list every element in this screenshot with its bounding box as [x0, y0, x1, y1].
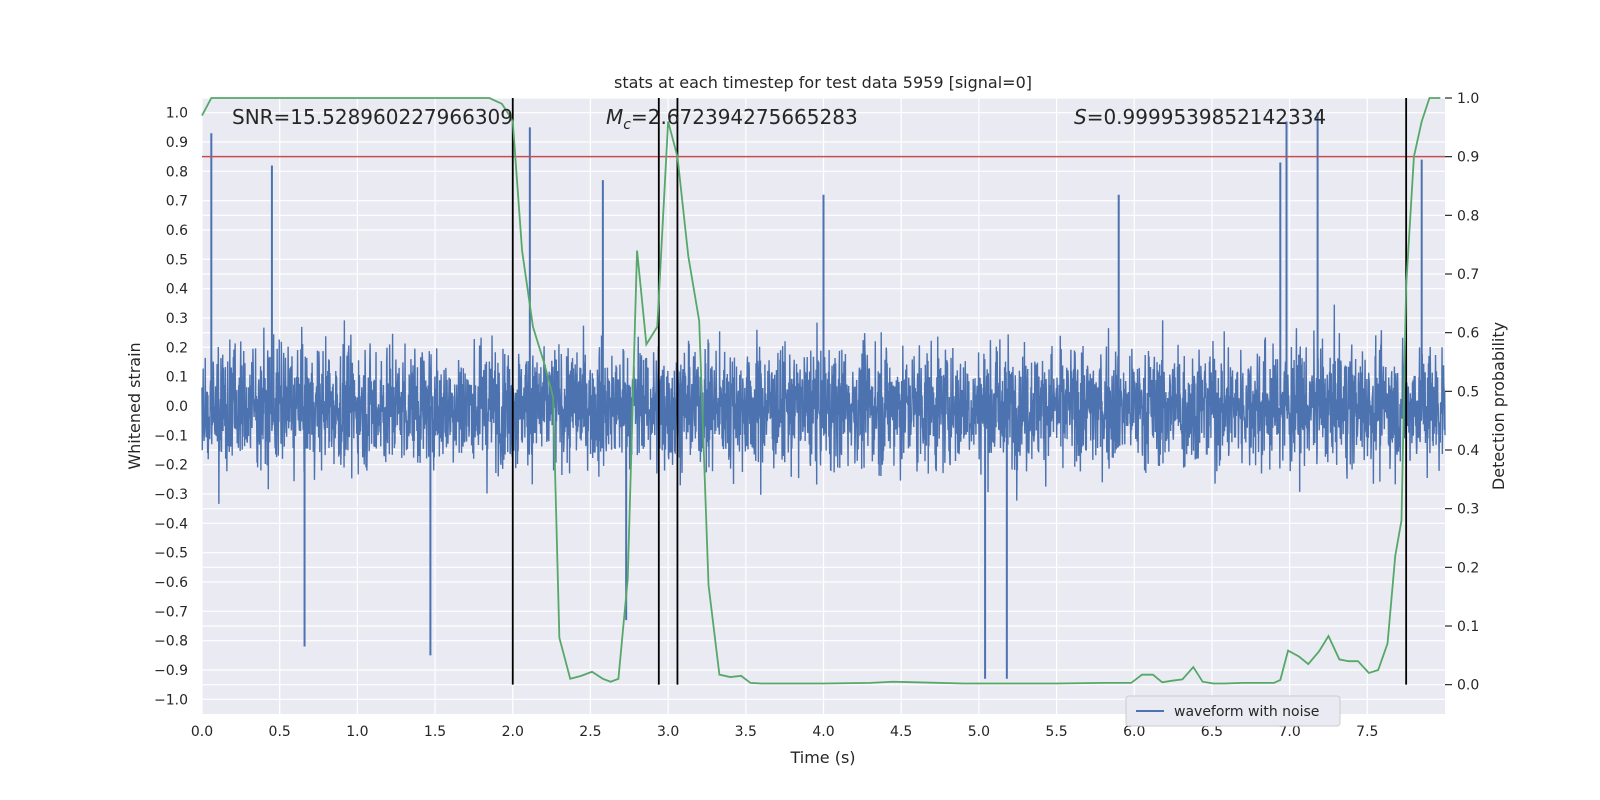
legend: waveform with noise — [1125, 695, 1341, 727]
x-tick-label: 3.0 — [657, 724, 679, 740]
chirp-mass-symbol: M — [606, 105, 623, 129]
y2-axis-ticks: 1.0 0.9 0.8 0.7 0.6 0.5 0.4 0.3 0.2 0.1 0.0 — [1445, 91, 1479, 694]
y2-tick-label: 0.4 — [1457, 443, 1479, 459]
y2-tick-label: 0.0 — [1457, 678, 1479, 694]
x-tick-label: 3.5 — [735, 724, 757, 740]
y-axis-label: Whitened strain — [125, 342, 144, 469]
y-tick-label: 0.4 — [166, 282, 188, 298]
significance-value: =0.9999539852142334 — [1087, 105, 1326, 129]
y2-tick-label: 0.3 — [1457, 502, 1479, 518]
x-tick-label: 7.0 — [1278, 724, 1300, 740]
x-axis-ticks: 0.0 0.5 1.0 1.5 2.0 2.5 3.0 3.5 4.0 4.5 5.0 5.5 6.0 6… — [191, 724, 1379, 740]
y-tick-label: −0.8 — [154, 634, 188, 650]
y2-tick-label: 0.6 — [1457, 326, 1479, 342]
waveform-series — [201, 112, 1446, 679]
y-axis-ticks: 1.0 0.9 0.8 0.7 0.6 0.5 0.4 0.3 0.2 0.1 0.0 −0.1 −0.… — [154, 106, 188, 709]
y-tick-label: 0.9 — [166, 135, 188, 151]
y-tick-label: 0.8 — [166, 164, 188, 180]
y-tick-label: −0.5 — [154, 546, 188, 562]
y-tick-label: −0.7 — [154, 604, 188, 620]
x-tick-label: 7.5 — [1356, 724, 1378, 740]
chirp-mass-value: =2.672394275665283 — [631, 105, 858, 129]
x-tick-label: 0.0 — [191, 724, 213, 740]
y2-tick-label: 0.8 — [1457, 208, 1479, 224]
chirp-mass-subscript: c — [623, 117, 631, 133]
y2-tick-label: 0.2 — [1457, 560, 1479, 576]
x-tick-label: 6.0 — [1123, 724, 1145, 740]
significance-annotation: S=0.9999539852142334 — [1074, 105, 1326, 129]
y-tick-label: 0.0 — [166, 399, 188, 415]
chirp-mass-annotation: Mc=2.672394275665283 — [606, 105, 858, 133]
x-tick-label: 5.0 — [968, 724, 990, 740]
y-tick-label: 0.5 — [166, 252, 188, 268]
x-tick-label: 1.0 — [346, 724, 368, 740]
reference-lines — [202, 98, 1445, 685]
y-tick-label: −0.9 — [154, 663, 188, 679]
y-tick-label: −0.6 — [154, 575, 188, 591]
x-tick-label: 4.0 — [812, 724, 834, 740]
x-axis-label: Time (s) — [789, 748, 855, 767]
y-tick-label: −0.2 — [154, 458, 188, 474]
y2-tick-label: 0.7 — [1457, 267, 1479, 283]
x-tick-label: 2.5 — [579, 724, 601, 740]
y2-tick-label: 0.9 — [1457, 150, 1479, 166]
y-tick-label: 0.2 — [166, 340, 188, 356]
x-tick-label: 5.5 — [1045, 724, 1067, 740]
x-tick-label: 2.0 — [502, 724, 524, 740]
y-tick-label: −0.1 — [154, 428, 188, 444]
y-tick-label: 1.0 — [166, 106, 188, 122]
chart-title: stats at each timestep for test data 595… — [614, 73, 1032, 92]
x-tick-label: 0.5 — [269, 724, 291, 740]
y-tick-label: 0.6 — [166, 223, 188, 239]
legend-label-waveform: waveform with noise — [1174, 704, 1319, 720]
y-tick-label: −0.3 — [154, 487, 188, 503]
significance-symbol: S — [1074, 105, 1087, 129]
legend-box — [1125, 695, 1341, 727]
snr-annotation: SNR=15.528960227966309 — [232, 105, 513, 129]
y2-axis-label: Detection probability — [1489, 322, 1508, 490]
y-tick-label: −0.4 — [154, 516, 188, 532]
x-tick-label: 1.5 — [424, 724, 446, 740]
y2-tick-label: 1.0 — [1457, 91, 1479, 107]
detection-probability-line — [201, 97, 1441, 685]
y-tick-label: −1.0 — [154, 692, 188, 708]
x-tick-label: 6.5 — [1201, 724, 1223, 740]
x-tick-label: 4.5 — [890, 724, 912, 740]
y-tick-label: 0.1 — [166, 370, 188, 386]
y-tick-label: 0.7 — [166, 194, 188, 210]
y-tick-label: 0.3 — [166, 311, 188, 327]
y2-tick-label: 0.5 — [1457, 384, 1479, 400]
waveform-line — [201, 304, 1446, 504]
y2-tick-label: 0.1 — [1457, 619, 1479, 635]
probability-series — [201, 97, 1441, 685]
